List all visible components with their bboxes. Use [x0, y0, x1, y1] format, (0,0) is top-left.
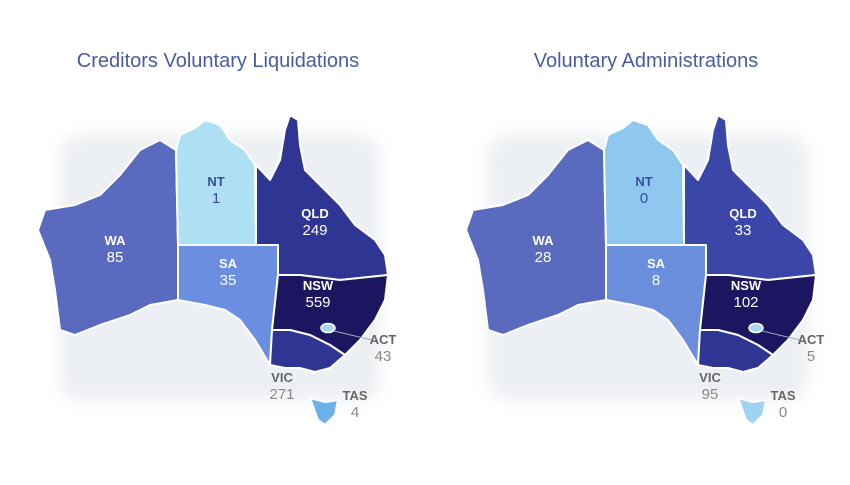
region-name: ACT: [798, 332, 825, 347]
region: [697, 329, 774, 373]
region-name: WA: [533, 233, 555, 248]
region-name: VIC: [271, 370, 293, 385]
region-name: TAS: [342, 388, 367, 403]
region-value: 95: [702, 386, 719, 403]
region: [269, 329, 346, 373]
region: [465, 139, 607, 336]
region: [177, 244, 279, 366]
region-value: 0: [779, 404, 787, 421]
region-value: 0: [640, 190, 648, 207]
region-value: 249: [302, 222, 327, 239]
region-name: NSW: [303, 278, 334, 293]
region-name: SA: [647, 256, 666, 271]
region-value: 1: [212, 190, 220, 207]
region: [37, 139, 179, 336]
region-name: NSW: [731, 278, 762, 293]
region-name: QLD: [729, 206, 756, 221]
region-value: 33: [735, 222, 752, 239]
region-value: 271: [269, 386, 294, 403]
region-value: 4: [351, 404, 359, 421]
region-value: 559: [305, 294, 330, 311]
region-value: 35: [220, 272, 237, 289]
region-value: 85: [107, 249, 124, 266]
region-name: NT: [207, 174, 224, 189]
region-value: 8: [652, 272, 660, 289]
region-name: WA: [105, 233, 127, 248]
region-value: 102: [733, 294, 758, 311]
region: [320, 322, 336, 334]
region-name: QLD: [301, 206, 328, 221]
chart-title: Creditors Voluntary Liquidations: [77, 50, 359, 72]
leader-line: [761, 330, 801, 341]
region-value: 5: [807, 348, 815, 365]
region-name: SA: [219, 256, 238, 271]
region-value: 28: [535, 249, 552, 266]
map-panel: Voluntary AdministrationsWA28NT0QLD33SA8…: [465, 50, 825, 426]
region: [737, 397, 767, 426]
region-name: TAS: [770, 388, 795, 403]
region-value: 43: [375, 348, 392, 365]
region-name: VIC: [699, 370, 721, 385]
region: [748, 322, 764, 334]
region: [309, 397, 339, 426]
region-name: ACT: [370, 332, 397, 347]
chart-title: Voluntary Administrations: [534, 50, 759, 72]
region-name: NT: [635, 174, 652, 189]
leader-line: [333, 330, 373, 341]
region: [605, 244, 707, 366]
